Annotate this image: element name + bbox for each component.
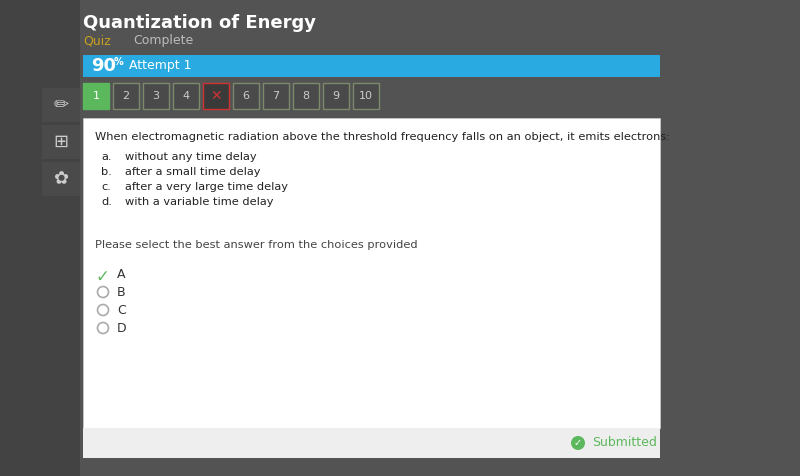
FancyBboxPatch shape	[323, 83, 349, 109]
FancyBboxPatch shape	[353, 83, 379, 109]
Text: after a small time delay: after a small time delay	[125, 167, 261, 177]
Text: without any time delay: without any time delay	[125, 152, 257, 162]
FancyBboxPatch shape	[113, 83, 139, 109]
Text: ⊞: ⊞	[54, 133, 69, 151]
Text: after a very large time delay: after a very large time delay	[125, 182, 288, 192]
Text: 7: 7	[273, 91, 279, 101]
Text: ✿: ✿	[54, 170, 69, 188]
FancyBboxPatch shape	[173, 83, 199, 109]
Text: Quiz: Quiz	[83, 34, 110, 47]
Text: 6: 6	[242, 91, 250, 101]
Circle shape	[571, 436, 585, 450]
Text: Submitted: Submitted	[592, 436, 657, 449]
FancyBboxPatch shape	[0, 0, 80, 476]
FancyBboxPatch shape	[83, 428, 660, 458]
FancyBboxPatch shape	[203, 83, 229, 109]
Text: 2: 2	[122, 91, 130, 101]
Text: B: B	[117, 286, 126, 299]
Text: 9: 9	[333, 91, 339, 101]
FancyBboxPatch shape	[42, 162, 80, 196]
Text: When electromagnetic radiation above the threshold frequency falls on an object,: When electromagnetic radiation above the…	[95, 132, 670, 142]
Text: ✓: ✓	[574, 438, 582, 448]
Text: %: %	[114, 57, 124, 67]
Text: ✓: ✓	[95, 268, 109, 286]
FancyBboxPatch shape	[83, 83, 109, 109]
Text: C: C	[117, 304, 126, 317]
Text: 1: 1	[93, 91, 99, 101]
Text: a.: a.	[101, 152, 111, 162]
FancyBboxPatch shape	[83, 55, 660, 77]
Text: d.: d.	[101, 197, 112, 207]
Text: D: D	[117, 322, 126, 335]
FancyBboxPatch shape	[83, 118, 660, 428]
Text: with a variable time delay: with a variable time delay	[125, 197, 274, 207]
Text: 8: 8	[302, 91, 310, 101]
Text: A: A	[117, 268, 126, 281]
Text: 3: 3	[153, 91, 159, 101]
FancyBboxPatch shape	[293, 83, 319, 109]
Text: Attempt 1: Attempt 1	[129, 60, 191, 72]
Text: 10: 10	[359, 91, 373, 101]
Text: Please select the best answer from the choices provided: Please select the best answer from the c…	[95, 240, 418, 250]
Text: Quantization of Energy: Quantization of Energy	[83, 14, 316, 32]
FancyBboxPatch shape	[263, 83, 289, 109]
Text: Complete: Complete	[133, 34, 194, 47]
FancyBboxPatch shape	[42, 125, 80, 159]
Text: ✏: ✏	[54, 96, 69, 114]
FancyBboxPatch shape	[42, 88, 80, 122]
Text: ✕: ✕	[210, 89, 222, 103]
FancyBboxPatch shape	[233, 83, 259, 109]
Text: b.: b.	[101, 167, 112, 177]
Text: 4: 4	[182, 91, 190, 101]
Text: c.: c.	[101, 182, 111, 192]
FancyBboxPatch shape	[143, 83, 169, 109]
Text: 90: 90	[91, 57, 116, 75]
